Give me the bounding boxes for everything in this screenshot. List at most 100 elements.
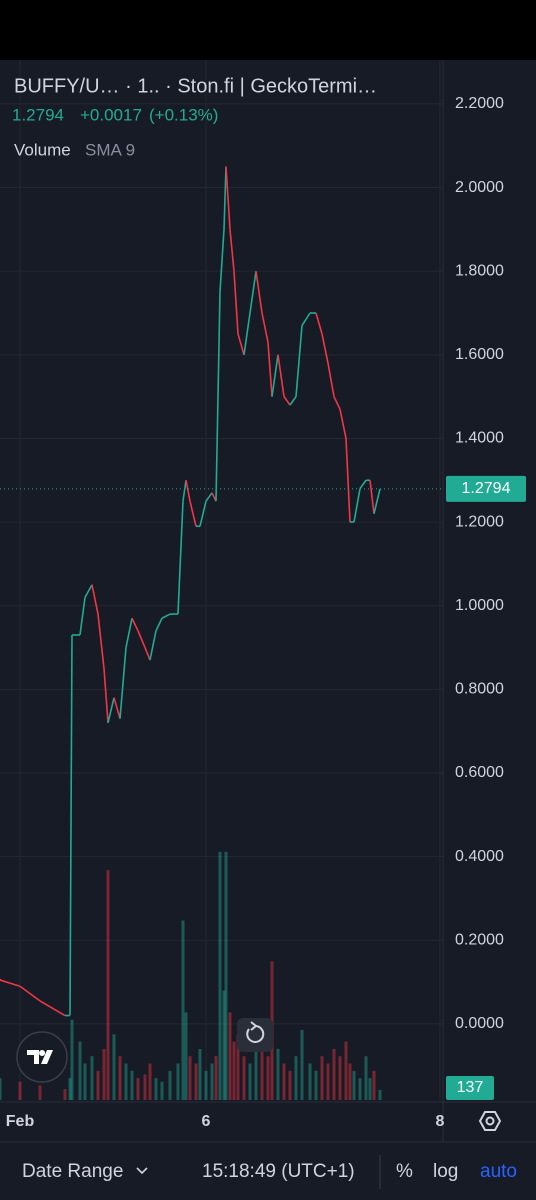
volume-bar [90,1056,94,1100]
last-price: 1.2794 [12,105,64,124]
volume-bar [364,1056,368,1100]
volume-bar [368,1078,372,1100]
price-segment [182,480,187,502]
volume-bar [332,1048,336,1100]
volume-bar [372,1070,376,1100]
volume-bar [184,1012,188,1100]
y-tick-label: 1.8000 [455,262,504,279]
volume-bar [124,1063,128,1100]
price-segment [119,647,127,719]
price-segment [137,630,146,648]
price-segment [373,488,381,514]
chart-title: BUFFY/U… · 1.. · Ston.fi | GeckoTermi… [14,75,377,97]
volume-bar [143,1074,147,1100]
y-tick-label: 1.4000 [455,430,504,447]
price-segment [327,363,335,397]
price-segment [189,500,197,527]
y-tick-label: 2.0000 [455,179,504,196]
percent-button[interactable]: % [396,1161,413,1182]
volume-bar [70,1019,74,1100]
volume-bar [282,1063,286,1100]
price-segment [289,396,297,406]
volume-bar [348,1063,352,1100]
price-segment [84,584,93,598]
y-tick-label: 0.8000 [455,681,504,698]
price-segment [277,354,285,397]
price-segment [144,647,151,661]
price-segment [69,634,73,1016]
settings-button[interactable] [478,1111,502,1131]
price-segment [339,409,347,439]
x-tick-label: Feb [6,1113,35,1130]
volume-bar [300,1029,304,1100]
volume-bar [210,1063,214,1100]
price-segment [243,312,251,355]
y-tick-label: 1.6000 [455,346,504,363]
auto-button[interactable]: auto [480,1161,517,1182]
volume-pane [0,851,382,1100]
volume-bar [154,1078,158,1100]
reset-arrow [250,1021,258,1031]
volume-bar [266,1056,270,1100]
volume-bar [68,1078,72,1100]
price-segment [103,668,109,723]
price-segment [91,584,99,615]
price-segment [359,479,367,490]
x-tick-label: 8 [436,1113,445,1130]
price-segment [249,271,257,314]
price-segment [321,333,329,364]
volume-bar [0,1078,2,1100]
volume-bar [38,1085,42,1100]
price-segment [345,438,351,523]
y-tick-label: 1.0000 [455,597,504,614]
price-segment [155,617,163,632]
volume-bar [96,1070,100,1100]
volume-bar [148,1063,152,1100]
volume-bar [214,1056,218,1100]
y-tick-label: 0.0000 [455,1015,504,1032]
date-range-button[interactable]: Date Range [22,1161,123,1182]
price-segment [215,292,221,502]
volume-bar [228,1012,232,1100]
price-segment [283,396,291,406]
volume-bar [224,851,228,1100]
volume-bar [378,1090,382,1100]
log-button[interactable]: log [433,1161,458,1182]
scale-labels: 2.2000 2.0000 1.8000 1.6000 1.4000 1.2000 1.00… [6,95,526,1130]
indicator-name[interactable]: Volume [14,140,71,159]
reset-button[interactable] [237,1018,273,1052]
volume-bar [102,1048,106,1100]
price-segment [369,480,375,514]
price-segment [223,166,227,230]
price-segment [271,354,279,397]
volume-bar [194,1063,198,1100]
volume-bar [160,1081,164,1100]
volume-bar [198,1048,202,1100]
price-segment [113,697,121,719]
price-pane [0,166,443,1017]
volume-bar [260,1041,264,1100]
volume-bar [204,1070,208,1100]
volume-bar [338,1056,342,1100]
volume-bar [63,1089,67,1100]
volume-bar [276,1048,280,1100]
logo-mark [27,1050,53,1064]
volume-bar [294,1056,298,1100]
price-segment [0,979,21,988]
clock[interactable]: 15:18:49 (UTC+1) [202,1161,355,1182]
volume-bar [176,1063,180,1100]
tradingview-logo[interactable] [16,1031,68,1083]
volume-bar [358,1078,362,1100]
price-segment [267,342,273,397]
gear-center [485,1116,495,1126]
x-tick-label: 6 [202,1113,211,1130]
volume-bar [78,1041,82,1100]
volume-bar [106,870,110,1100]
chevron [136,1167,148,1175]
volume-bar [308,1063,312,1100]
volume-bar [254,1048,258,1100]
price-change: +0.0017 [80,105,142,124]
volume-bar [222,990,226,1100]
volume-bar [130,1070,134,1100]
